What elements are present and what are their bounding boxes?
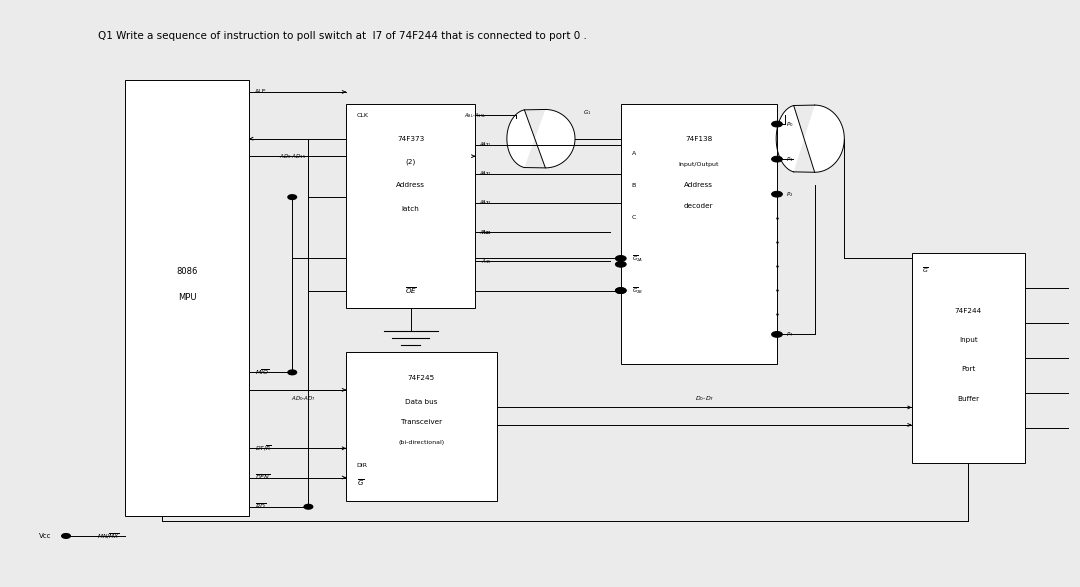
Text: $DT/\overline{R}$: $DT/\overline{R}$ — [255, 444, 271, 453]
Bar — [346, 104, 475, 308]
Text: A: A — [632, 151, 636, 156]
Text: (bi-directional): (bi-directional) — [399, 440, 445, 445]
Circle shape — [616, 288, 626, 294]
Text: MPU: MPU — [178, 294, 197, 302]
Text: $D_0$-$D_7$: $D_0$-$D_7$ — [694, 394, 714, 403]
Bar — [621, 104, 777, 363]
Text: $P_2$: $P_2$ — [785, 190, 793, 198]
Text: Transceiver: Transceiver — [401, 419, 442, 425]
Text: $A_{15}$: $A_{15}$ — [481, 257, 491, 266]
Text: 74F138: 74F138 — [686, 136, 713, 141]
Text: $A_{13}$: $A_{13}$ — [481, 198, 491, 207]
Text: Port: Port — [961, 366, 975, 372]
Polygon shape — [507, 109, 575, 168]
Text: Data bus: Data bus — [405, 399, 437, 404]
Circle shape — [771, 121, 782, 127]
Polygon shape — [777, 105, 845, 172]
Text: 8086: 8086 — [176, 267, 198, 276]
Text: $A_{14}$: $A_{14}$ — [481, 228, 491, 237]
Text: 74F244: 74F244 — [955, 308, 982, 314]
Text: $P_7$: $P_7$ — [785, 330, 793, 339]
Circle shape — [771, 332, 782, 338]
Text: $\overline{OE}$: $\overline{OE}$ — [405, 285, 417, 296]
Text: $P_0$: $P_0$ — [785, 120, 793, 129]
Bar — [125, 80, 249, 515]
Text: Q1 Write a sequence of instruction to poll switch at  I7 of 74F244 that is conne: Q1 Write a sequence of instruction to po… — [98, 32, 588, 42]
Circle shape — [288, 370, 297, 375]
Text: $A_{12}$: $A_{12}$ — [481, 169, 491, 178]
Text: 74F373: 74F373 — [397, 136, 424, 141]
Text: (2): (2) — [406, 159, 416, 166]
Circle shape — [62, 534, 70, 538]
Text: $\overline{G}$: $\overline{G}$ — [922, 265, 929, 275]
Text: latch: latch — [402, 206, 420, 212]
Text: $MN/\overline{MX}$: $MN/\overline{MX}$ — [97, 531, 120, 541]
Text: $\overline{G}_{2B}$: $\overline{G}_{2B}$ — [632, 285, 643, 296]
Circle shape — [305, 504, 313, 509]
Text: $A_{11}$: $A_{11}$ — [478, 140, 489, 149]
Text: $P_1$: $P_1$ — [785, 155, 793, 164]
Text: $\overline{DEN}$: $\overline{DEN}$ — [255, 473, 270, 482]
Text: $A_{11}$: $A_{11}$ — [481, 140, 491, 149]
Text: $A_{15}$: $A_{15}$ — [481, 228, 491, 237]
Circle shape — [616, 255, 626, 261]
Text: $\overline{G}_{2A}$: $\overline{G}_{2A}$ — [632, 254, 643, 264]
Text: $\overline{RD}$: $\overline{RD}$ — [255, 502, 266, 511]
Text: Input: Input — [959, 338, 977, 343]
Circle shape — [616, 288, 626, 294]
Text: 74F245: 74F245 — [408, 375, 435, 381]
Text: C: C — [632, 215, 636, 220]
Text: $AD_0$-$AD_7$: $AD_0$-$AD_7$ — [291, 394, 315, 403]
Text: $A_{14}$: $A_{14}$ — [478, 228, 489, 237]
Text: DIR: DIR — [356, 463, 368, 468]
Text: $AD_0$-$AD_{15}$: $AD_0$-$AD_{15}$ — [279, 152, 306, 161]
Circle shape — [771, 191, 782, 197]
Circle shape — [616, 261, 626, 267]
Text: $\overline{G}$: $\overline{G}$ — [356, 478, 364, 488]
Text: $A_{13}$: $A_{13}$ — [478, 198, 489, 207]
Text: $A_{12}$: $A_{12}$ — [478, 169, 489, 178]
Bar — [346, 352, 497, 501]
Text: ALE: ALE — [255, 89, 266, 95]
Text: Address: Address — [396, 183, 426, 188]
Text: Address: Address — [685, 183, 714, 188]
Text: decoder: decoder — [684, 203, 714, 209]
Circle shape — [288, 195, 297, 200]
Text: Buffer: Buffer — [957, 396, 980, 402]
Text: CLK: CLK — [356, 113, 369, 118]
Text: Vcc: Vcc — [39, 533, 52, 539]
Text: B: B — [632, 183, 636, 188]
Text: $M\overline{IO}$: $M\overline{IO}$ — [255, 367, 269, 377]
Text: $A_{8L}$-$A_{15L}$: $A_{8L}$-$A_{15L}$ — [464, 111, 487, 120]
Bar — [912, 252, 1025, 463]
Text: Input/Output: Input/Output — [678, 163, 719, 167]
Text: $G_1$: $G_1$ — [583, 108, 592, 117]
Circle shape — [771, 156, 782, 162]
